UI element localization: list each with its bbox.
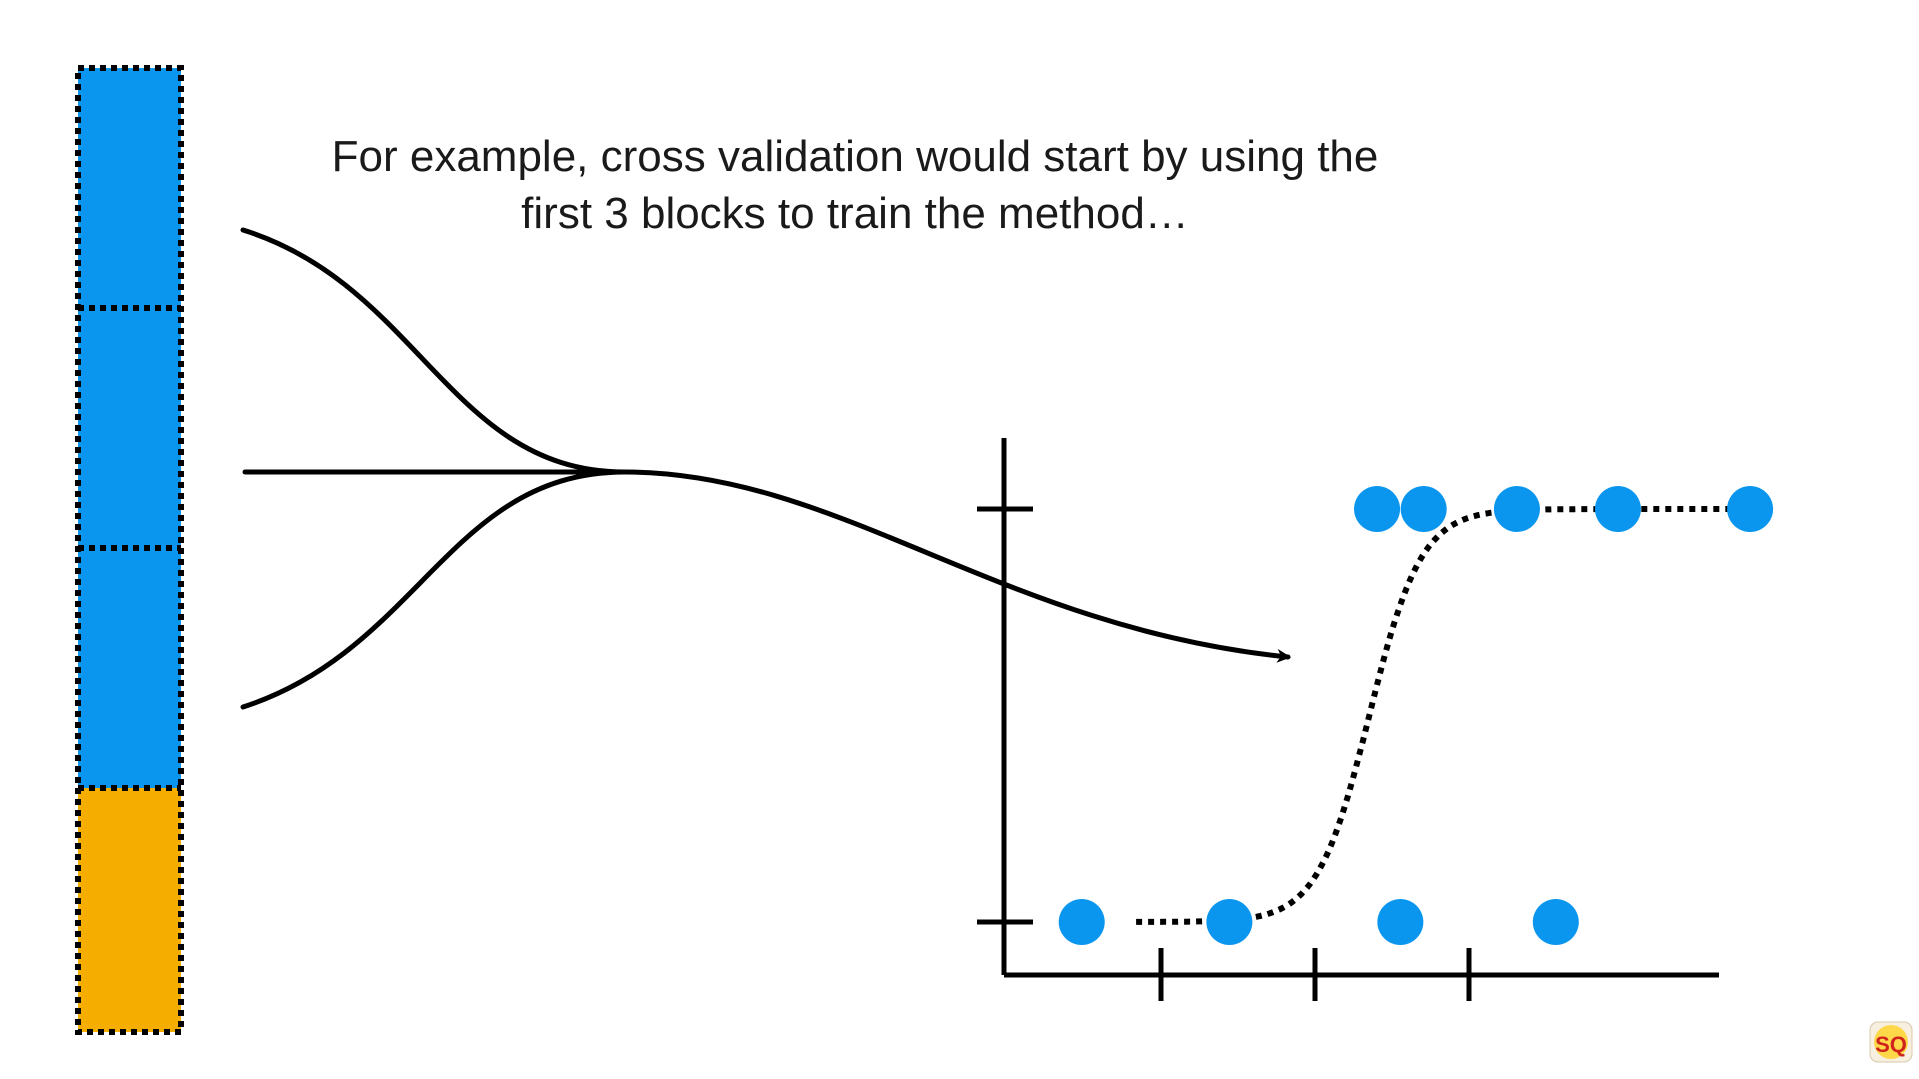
training-flow <box>240 227 1291 710</box>
data-point <box>1532 899 1579 945</box>
data-point <box>1206 899 1253 945</box>
caption: For example, cross validation would star… <box>190 128 1520 242</box>
data-block-3 <box>78 548 181 788</box>
chart-axes <box>1001 438 1719 978</box>
data-point <box>1594 486 1641 532</box>
y-ticks <box>977 506 1033 925</box>
data-points <box>1058 486 1774 945</box>
caption-line-2: first 3 blocks to train the method… <box>521 189 1189 238</box>
x-ticks <box>1158 948 1472 1001</box>
data-point <box>1377 899 1424 945</box>
data-point <box>1354 486 1401 532</box>
data-point <box>1727 486 1774 532</box>
data-point <box>1058 899 1105 945</box>
data-column <box>75 65 184 1035</box>
data-block-4 <box>78 788 181 1032</box>
statquest-logo: SQ <box>1869 1021 1913 1063</box>
flow-arrow <box>622 469 1291 663</box>
caption-line-1: For example, cross validation would star… <box>331 132 1379 181</box>
data-point <box>1400 486 1447 532</box>
fit-curve <box>1136 506 1758 925</box>
data-point <box>1493 486 1540 532</box>
flow-curve-bottom <box>240 469 628 710</box>
data-block-1 <box>78 68 181 308</box>
flow-curve-top <box>240 227 628 475</box>
data-block-2 <box>78 308 181 548</box>
logo-text: SQ <box>1875 1032 1907 1057</box>
